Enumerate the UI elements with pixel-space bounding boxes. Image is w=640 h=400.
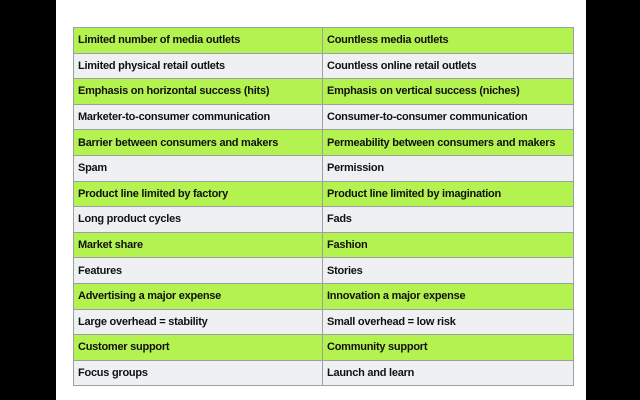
table-cell: Limited physical retail outlets bbox=[73, 52, 323, 80]
table-cell: Focus groups bbox=[73, 359, 323, 387]
table-cell: Spam bbox=[73, 154, 323, 182]
table-cell: Small overhead = low risk bbox=[322, 308, 574, 336]
table-cell: Fads bbox=[322, 206, 574, 233]
table-cell: Countless media outlets bbox=[322, 27, 574, 54]
table-cell: Emphasis on vertical success (niches) bbox=[322, 78, 574, 105]
table-cell: Barrier between consumers and makers bbox=[73, 129, 323, 156]
table-cell: Product line limited by imagination bbox=[322, 180, 574, 208]
table-row: Features Stories bbox=[73, 257, 574, 284]
table-cell: Customer support bbox=[73, 334, 323, 361]
table-row: Emphasis on horizontal success (hits) Emp… bbox=[73, 78, 574, 105]
table-row: Large overhead = stability Small overhead… bbox=[73, 308, 574, 336]
table-row: Market share Fashion bbox=[73, 231, 574, 259]
table-row: Product line limited by factory Product l… bbox=[73, 180, 574, 208]
table-cell: Permeability between consumers and maker… bbox=[322, 129, 574, 156]
table-cell: Marketer-to-consumer communication bbox=[73, 103, 323, 131]
table-row: Focus groups Launch and learn bbox=[73, 359, 574, 387]
table-row: Customer support Community support bbox=[73, 334, 574, 361]
table-cell: Consumer-to-consumer communication bbox=[322, 103, 574, 131]
table-cell: Launch and learn bbox=[322, 359, 574, 387]
table-cell: Emphasis on horizontal success (hits) bbox=[73, 78, 323, 105]
table-row: Marketer-to-consumer communication Consum… bbox=[73, 103, 574, 131]
table-cell: Long product cycles bbox=[73, 206, 323, 233]
table-cell: Product line limited by factory bbox=[73, 180, 323, 208]
table-row: Long product cycles Fads bbox=[73, 206, 574, 233]
table-cell: Limited number of media outlets bbox=[73, 27, 323, 54]
table-cell: Countless online retail outlets bbox=[322, 52, 574, 80]
table-cell: Community support bbox=[322, 334, 574, 361]
table-cell: Permission bbox=[322, 154, 574, 182]
table-body: Limited number of media outlets Countless… bbox=[73, 27, 574, 387]
table-row: Advertising a major expense Innovation a … bbox=[73, 282, 574, 310]
table-cell: Stories bbox=[322, 257, 574, 284]
table-row: Barrier between consumers and makers Perm… bbox=[73, 129, 574, 156]
comparison-table: Limited number of media outlets Countless… bbox=[73, 27, 574, 387]
table-row: Limited number of media outlets Countless… bbox=[73, 27, 574, 54]
table-cell: Large overhead = stability bbox=[73, 308, 323, 336]
table-cell: Innovation a major expense bbox=[322, 282, 574, 310]
slide: Limited number of media outlets Countless… bbox=[56, 0, 586, 400]
table-cell: Fashion bbox=[322, 231, 574, 259]
table-row: Limited physical retail outlets Countless… bbox=[73, 52, 574, 80]
table-row: Spam Permission bbox=[73, 154, 574, 182]
table-cell: Advertising a major expense bbox=[73, 282, 323, 310]
table-cell: Market share bbox=[73, 231, 323, 259]
table-cell: Features bbox=[73, 257, 323, 284]
